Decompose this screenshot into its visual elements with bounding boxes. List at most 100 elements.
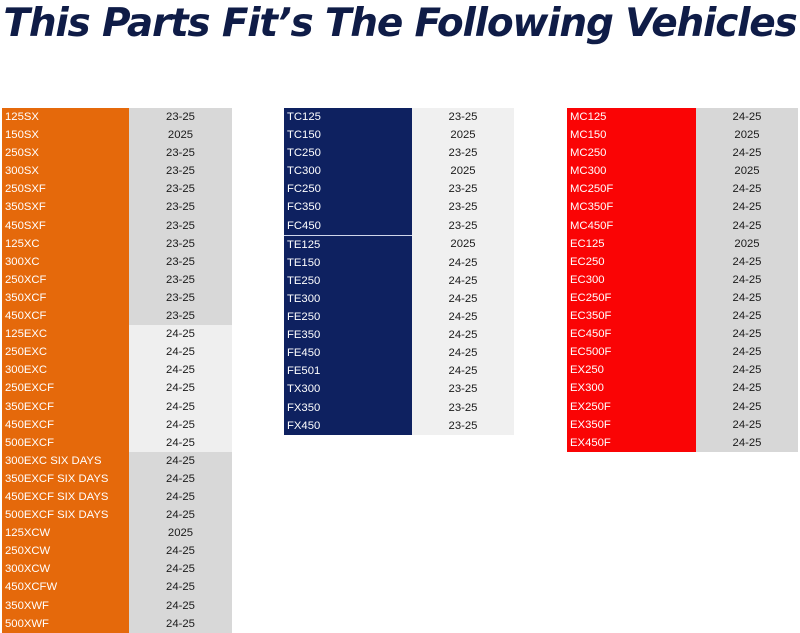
table-row: 450EXCF 24-25 (2, 415, 232, 434)
years-cell: 2025 (696, 126, 798, 145)
years-cell: 24-25 (129, 361, 232, 380)
table-row: 250SX 23-25 (2, 144, 232, 163)
years-cell: 24-25 (129, 415, 232, 434)
years-cell: 23-25 (129, 216, 232, 235)
model-cell: 500EXCF (2, 433, 129, 452)
model-cell: MC125 (567, 108, 696, 127)
years-cell: 24-25 (412, 344, 514, 363)
years-cell: 23-25 (412, 144, 514, 163)
model-cell: TE150 (284, 253, 412, 272)
years-cell: 24-25 (129, 487, 232, 507)
table-row: 125XCW 2025 (2, 524, 232, 543)
years-cell: 24-25 (696, 108, 798, 127)
years-cell: 24-25 (696, 270, 798, 289)
model-cell: EC250F (567, 288, 696, 308)
table-row: EX450F 24-25 (567, 433, 798, 452)
model-cell: 350XCF (2, 288, 129, 308)
years-cell: 24-25 (129, 560, 232, 579)
table-row: 125XC 23-25 (2, 234, 232, 253)
table-row: 300EXC 24-25 (2, 361, 232, 380)
model-cell: FC450 (284, 216, 412, 236)
table-row: EC250F 24-25 (567, 288, 798, 308)
table-row: 450XCF 23-25 (2, 307, 232, 326)
model-cell: 300SX (2, 162, 129, 181)
model-cell: 250EXC (2, 343, 129, 362)
model-cell: FC350 (284, 198, 412, 217)
years-cell: 24-25 (696, 252, 798, 271)
years-cell: 2025 (129, 524, 232, 543)
model-cell: 450EXCF SIX DAYS (2, 487, 129, 507)
model-cell: EC500F (567, 343, 696, 362)
table-row: EC500F 24-25 (567, 343, 798, 362)
table-row: EC350F 24-25 (567, 307, 798, 326)
model-cell: TC150 (284, 126, 412, 145)
model-cell: EX450F (567, 433, 696, 452)
model-cell: 450XCFW (2, 578, 129, 597)
model-cell: 125EXC (2, 325, 129, 344)
years-cell: 23-25 (129, 108, 232, 127)
years-cell: 24-25 (696, 180, 798, 199)
table-row: MC350F 24-25 (567, 198, 798, 217)
years-cell: 24-25 (129, 469, 232, 488)
table-row: 500EXCF 24-25 (2, 433, 232, 452)
table-row: MC450F 24-25 (567, 216, 798, 235)
years-cell: 2025 (412, 126, 514, 145)
model-cell: EX250F (567, 397, 696, 416)
model-cell: 350EXCF (2, 397, 129, 416)
years-cell: 23-25 (412, 416, 514, 435)
model-cell: TC250 (284, 144, 412, 163)
model-cell: 300EXC (2, 361, 129, 380)
years-cell: 23-25 (412, 198, 514, 217)
table-row: EC450F 24-25 (567, 325, 798, 344)
table-row: 125SX 23-25 (2, 108, 232, 127)
years-cell: 24-25 (129, 343, 232, 362)
model-cell: 500XWF (2, 614, 129, 633)
years-cell: 2025 (412, 162, 514, 181)
table-row: FE250 24-25 (284, 308, 514, 327)
model-cell: TC125 (284, 108, 412, 127)
model-cell: FE250 (284, 308, 412, 327)
model-cell: 300XCW (2, 560, 129, 579)
model-cell: 350XWF (2, 596, 129, 615)
years-cell: 24-25 (412, 253, 514, 272)
model-cell: 450XCF (2, 307, 129, 326)
years-cell: 24-25 (696, 198, 798, 217)
years-cell: 24-25 (696, 343, 798, 362)
model-cell: 250XCW (2, 542, 129, 561)
years-cell: 23-25 (129, 144, 232, 163)
table-row: 250XCW 24-25 (2, 542, 232, 561)
years-cell: 24-25 (129, 542, 232, 561)
table-row: 300XCW 24-25 (2, 560, 232, 579)
years-cell: 2025 (129, 126, 232, 145)
model-cell: EX250 (567, 361, 696, 380)
model-cell: MC350F (567, 198, 696, 217)
years-cell: 24-25 (412, 308, 514, 327)
table-row: EX250F 24-25 (567, 397, 798, 416)
table-row: 250EXC 24-25 (2, 343, 232, 362)
table-row: EX350F 24-25 (567, 415, 798, 434)
years-cell: 24-25 (129, 614, 232, 633)
model-cell: FC250 (284, 180, 412, 199)
years-cell: 24-25 (129, 325, 232, 344)
model-cell: 250XCF (2, 270, 129, 289)
table-row: TE300 24-25 (284, 289, 514, 309)
table-row: EC250 24-25 (567, 252, 798, 271)
years-cell: 23-25 (129, 162, 232, 181)
years-cell: 23-25 (129, 270, 232, 289)
model-cell: EX300 (567, 379, 696, 398)
years-cell: 23-25 (129, 180, 232, 199)
navy-table: TC125 23-25 TC150 2025 TC250 23-25 TC300 2025 FC… (284, 108, 514, 435)
years-cell: 24-25 (696, 379, 798, 398)
years-cell: 23-25 (129, 307, 232, 326)
model-cell: EC350F (567, 307, 696, 326)
table-row: TE250 24-25 (284, 271, 514, 290)
years-cell: 24-25 (696, 307, 798, 326)
model-cell: TX300 (284, 380, 412, 399)
table-row: TC250 23-25 (284, 144, 514, 163)
model-cell: TE250 (284, 271, 412, 290)
model-cell: 450SXF (2, 216, 129, 235)
table-row: FX350 23-25 (284, 398, 514, 417)
years-cell: 24-25 (129, 433, 232, 452)
years-cell: 24-25 (129, 379, 232, 398)
orange-table: 125SX 23-25 150SX 2025 250SX 23-25 300SX 23-25 2… (2, 108, 232, 633)
